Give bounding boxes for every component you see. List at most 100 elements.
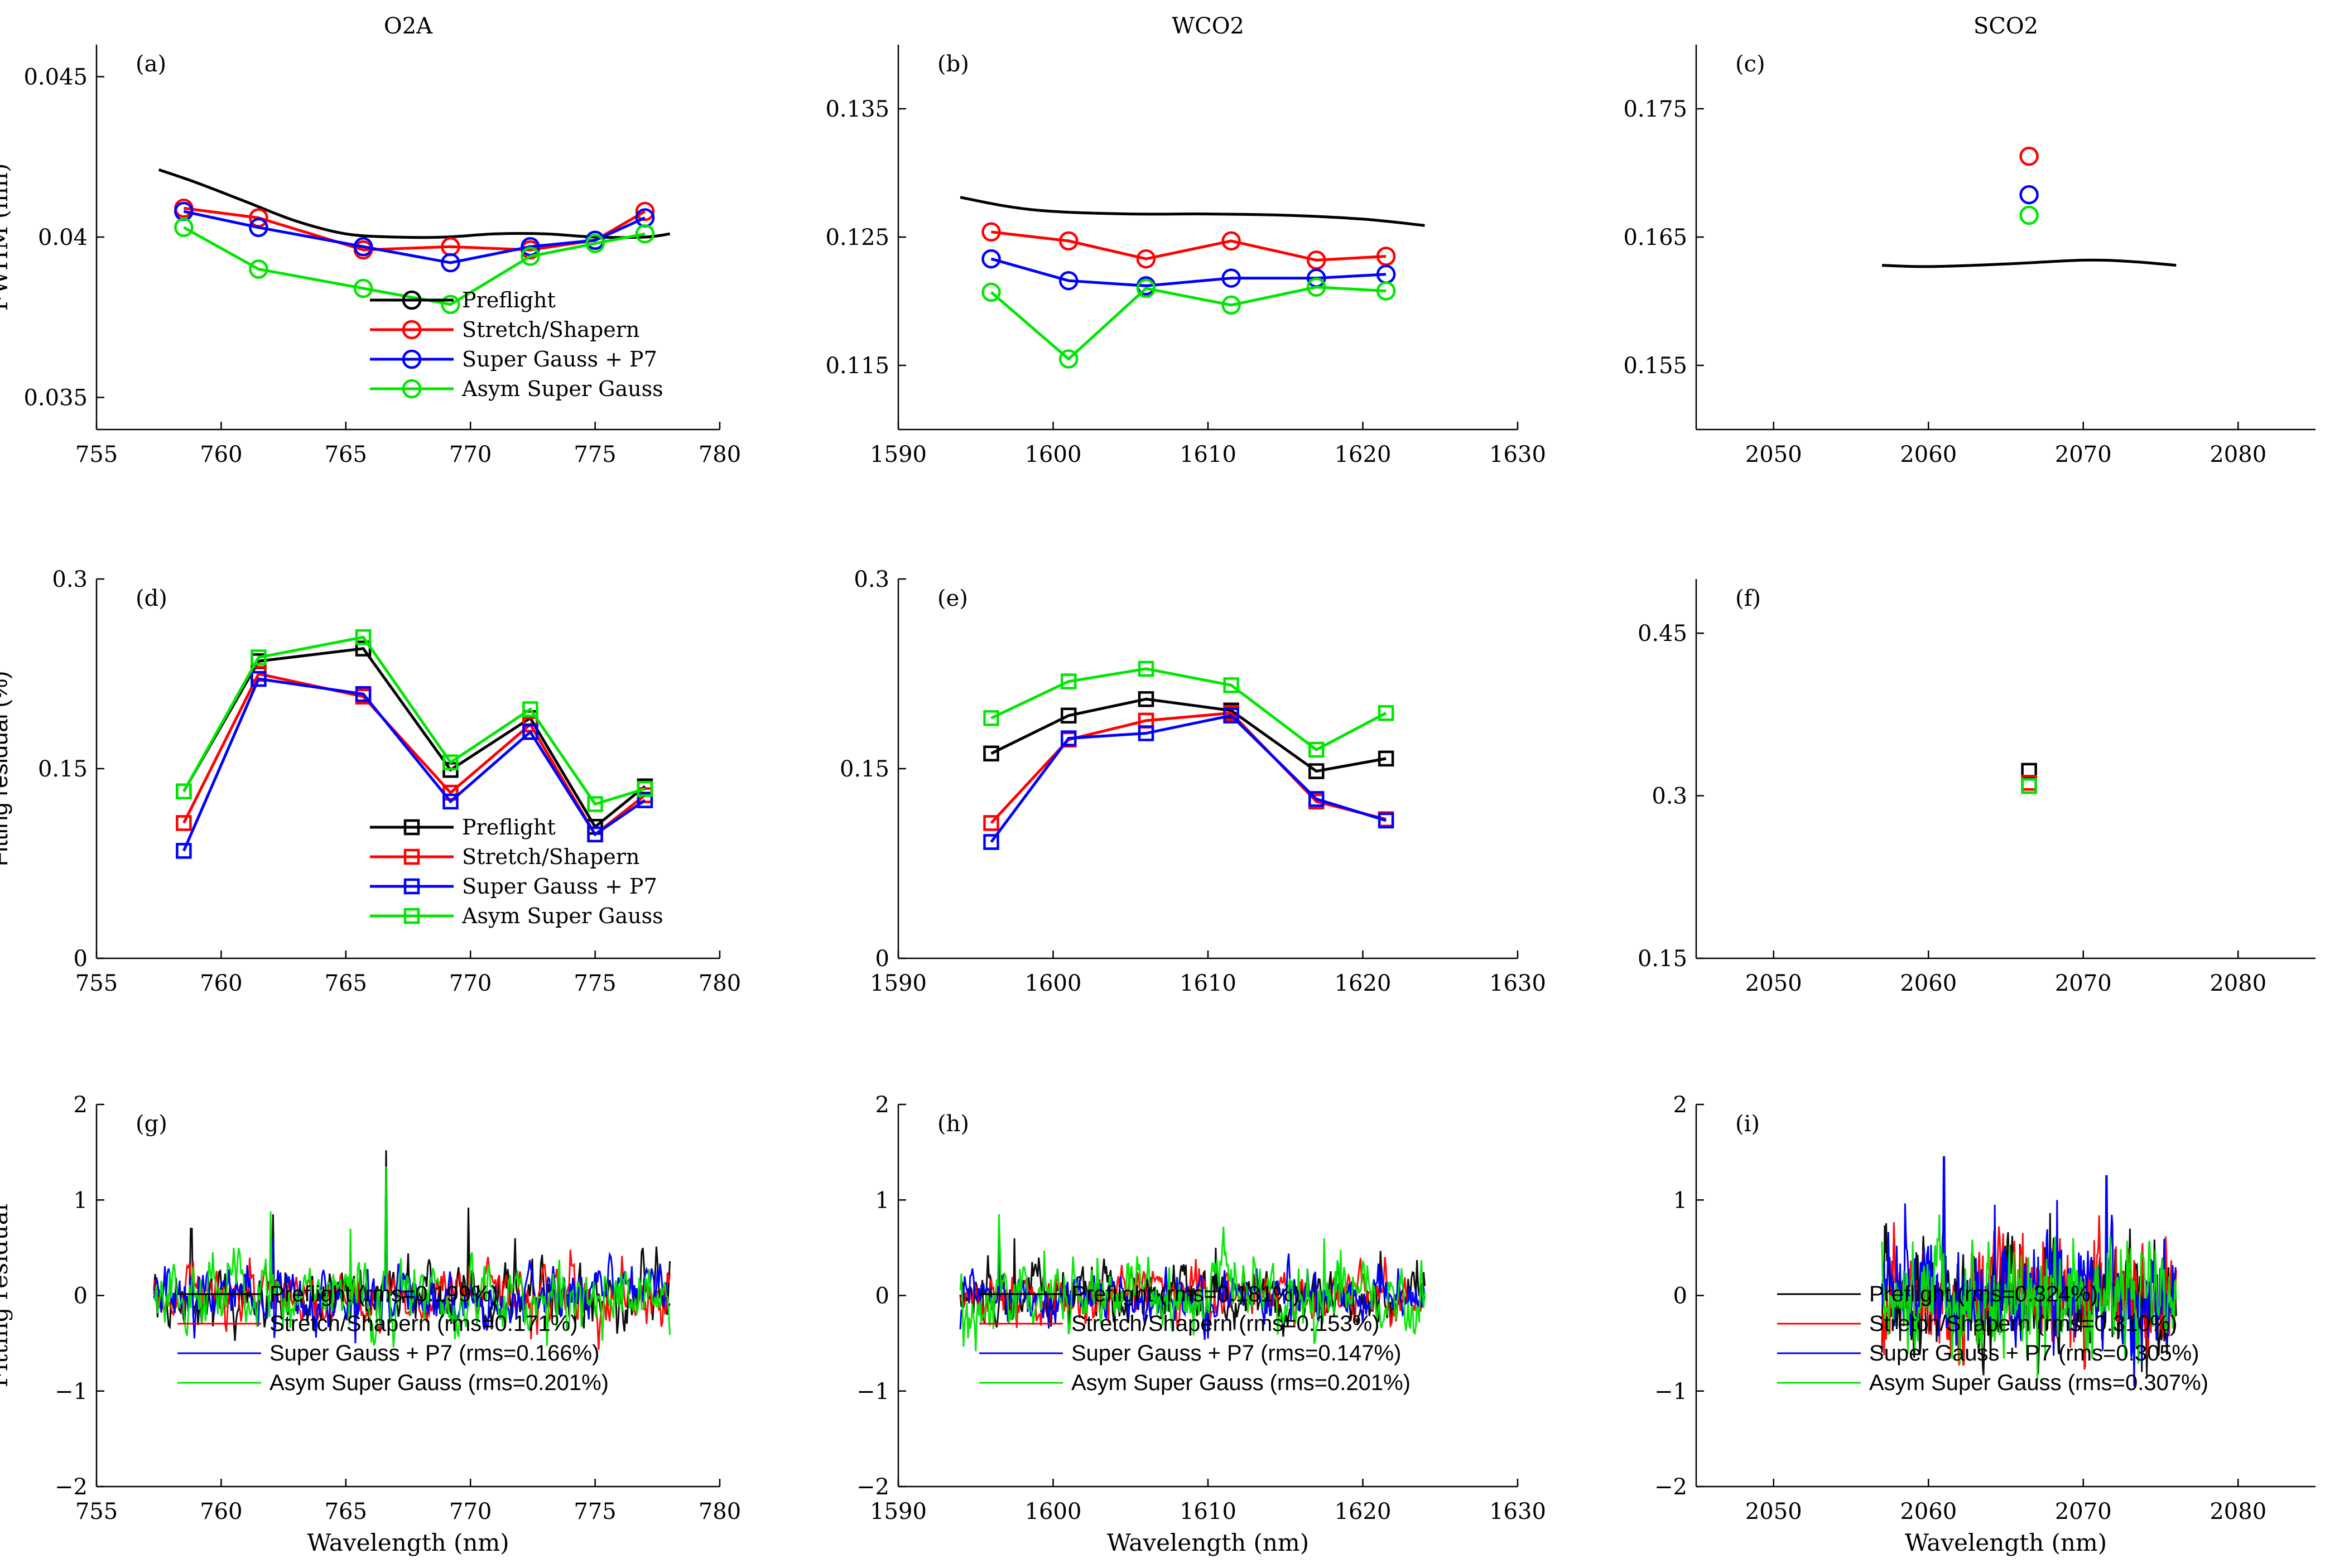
legend-entry: Asym Super Gauss (rms=0.201%) — [1071, 1371, 1411, 1395]
y-tick-label: −1 — [856, 1379, 889, 1405]
x-tick-label: 780 — [699, 442, 741, 467]
legend-entry: Super Gauss + P7 (rms=0.147%) — [1071, 1341, 1401, 1366]
x-tick-label: 1620 — [1335, 971, 1392, 996]
data-point-asym-super-gauss — [635, 224, 655, 244]
x-tick-label: 1630 — [1489, 971, 1546, 996]
panel-d: 755 760 765 770 775 780 0 0.15 0.3 (d) Fitting res… — [0, 567, 741, 996]
panel-g: 755 760 765 770 775 780 −2 −1 0 1 2 (g) Fitting resi… — [0, 1092, 741, 1556]
x-tick-label: 2070 — [2055, 442, 2112, 467]
legend-marker — [403, 878, 420, 895]
data-point-asym-super-gauss — [441, 295, 460, 314]
data-point-asym-super-gauss — [521, 247, 540, 266]
data-point-super-gauss-p7 — [176, 843, 192, 859]
data-point-stretch-shapern — [1221, 231, 1241, 251]
data-point-asym-super-gauss — [983, 710, 999, 726]
data-point-asym-super-gauss — [1221, 295, 1241, 315]
data-point-super-gauss-p7 — [251, 670, 267, 687]
data-point-stretch-shapern — [176, 815, 192, 831]
x-tick-label: 2080 — [2210, 971, 2266, 996]
x-tick-label: 1610 — [1180, 442, 1236, 467]
x-tick-label: 1630 — [1489, 442, 1546, 467]
data-point-asym-super-gauss — [2021, 778, 2037, 794]
data-point-asym-super-gauss — [176, 783, 192, 800]
x-tick-label: 1630 — [1489, 1499, 1546, 1524]
data-point-super-gauss-p7 — [355, 686, 372, 702]
legend: Preflight (rms=0.199%) Stretch/Shapern (r… — [177, 1282, 609, 1395]
x-tick-label: 760 — [200, 442, 242, 467]
data-point-asym-super-gauss — [442, 754, 459, 770]
legend-marker — [402, 320, 422, 340]
data-point-preflight — [1138, 691, 1154, 707]
legend: Preflight (rms=0.324%) Stretch/Shapern (r… — [1777, 1282, 2208, 1395]
legend: Preflight Stretch/Shapern Super Gauss + P7… — [370, 288, 663, 401]
x-axis-label: Wavelength (nm) — [1107, 1529, 1309, 1556]
data-point-super-gauss-p7 — [1221, 268, 1241, 288]
x-tick-label: 1600 — [1025, 1499, 1082, 1524]
legend-marker — [403, 908, 420, 924]
y-tick-label: 2 — [1673, 1092, 1687, 1118]
y-tick-label: 0.115 — [825, 353, 889, 379]
data-point-super-gauss-p7 — [522, 724, 538, 740]
x-tick-label: 770 — [449, 1499, 492, 1524]
series-line-preflight — [990, 697, 1387, 773]
data-point-super-gauss-p7 — [441, 253, 460, 273]
x-tick-label: 2070 — [2055, 971, 2112, 996]
legend-entry: Asym Super Gauss — [461, 904, 663, 928]
data-point-preflight — [2021, 763, 2037, 779]
y-tick-label: 2 — [74, 1092, 88, 1118]
legend-entry: Super Gauss + P7 — [462, 874, 657, 899]
data-point-super-gauss-p7 — [1308, 791, 1325, 807]
y-tick-label: 0 — [74, 1284, 88, 1309]
data-point-preflight — [983, 745, 999, 762]
legend-entry: Preflight (rms=0.324%) — [1869, 1282, 2098, 1306]
data-point-asym-super-gauss — [585, 234, 605, 253]
data-point-stretch-shapern — [981, 222, 1001, 242]
data-point-super-gauss-p7 — [1059, 271, 1079, 291]
y-tick-label: 0.04 — [38, 225, 88, 250]
x-axis-label: Wavelength (nm) — [1905, 1529, 2107, 1556]
x-tick-label: 770 — [449, 442, 492, 467]
data-point-asym-super-gauss — [1223, 677, 1239, 693]
y-tick-label: 0 — [875, 1284, 889, 1309]
y-tick-label: 0 — [875, 946, 889, 972]
x-tick-label: 2060 — [1900, 442, 1957, 467]
data-point-super-gauss-p7 — [1378, 812, 1394, 829]
y-tick-label: −1 — [1654, 1379, 1687, 1405]
legend-entry: Stretch/Shapern (rms=0.171%) — [269, 1311, 577, 1336]
y-tick-label: 0.125 — [825, 225, 889, 250]
legend-entry: Super Gauss + P7 (rms=0.305%) — [1869, 1341, 2199, 1366]
data-point-stretch-shapern — [983, 815, 999, 831]
legend-entry: Preflight — [462, 815, 556, 840]
y-tick-label: 0.135 — [825, 97, 889, 122]
data-point-preflight — [1308, 763, 1325, 779]
data-point-super-gauss-p7 — [1223, 707, 1239, 724]
x-tick-label: 1610 — [1180, 971, 1236, 996]
series-line-asym-super-gauss — [990, 286, 1387, 361]
panel-i: 2050 2060 2070 2080 −2 −1 0 1 2 (i) Wavelength (nm… — [1654, 1092, 2316, 1556]
panel-label: (d) — [136, 586, 167, 611]
x-tick-label: 2050 — [1745, 971, 1802, 996]
panel-label: (a) — [136, 51, 166, 77]
series-line-preflight — [960, 196, 1425, 227]
y-tick-label: 1 — [875, 1188, 889, 1213]
data-point-asym-super-gauss — [1136, 278, 1156, 298]
data-point-asym-super-gauss — [353, 278, 373, 298]
x-tick-label: 2060 — [1900, 971, 1957, 996]
series-line-super-gauss-p7 — [990, 257, 1387, 287]
data-point-super-gauss-p7 — [981, 249, 1001, 269]
data-point-super-gauss-p7 — [983, 834, 999, 850]
y-tick-label: 0 — [1673, 1284, 1687, 1309]
data-point-asym-super-gauss — [1307, 277, 1326, 297]
y-axis-label: FWHM (nm) — [0, 163, 13, 311]
x-tick-label: 775 — [574, 1499, 616, 1524]
data-point-stretch-shapern — [1059, 231, 1079, 251]
x-tick-label: 1620 — [1335, 442, 1392, 467]
y-tick-label: 0.3 — [1652, 784, 1687, 809]
legend-entry: Super Gauss + P7 — [462, 347, 657, 372]
x-tick-label: 775 — [574, 971, 616, 996]
data-point-asym-super-gauss — [522, 701, 538, 717]
data-point-asym-super-gauss — [587, 796, 603, 812]
x-tick-label: 765 — [325, 971, 367, 996]
y-tick-label: 1 — [74, 1188, 88, 1213]
